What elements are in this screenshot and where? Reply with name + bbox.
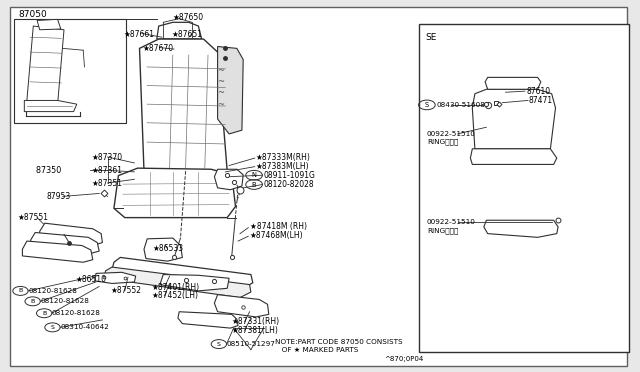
Text: ★87370: ★87370 [92, 153, 123, 161]
Text: RINGリング: RINGリング [427, 227, 458, 234]
Text: ★86533: ★86533 [152, 244, 184, 253]
Text: 87350: 87350 [34, 166, 61, 175]
Polygon shape [470, 149, 557, 164]
Polygon shape [40, 223, 102, 246]
Text: ★87468M(LH): ★87468M(LH) [250, 231, 303, 240]
Polygon shape [144, 238, 182, 261]
Text: ★87383M(LH): ★87383M(LH) [256, 162, 310, 171]
Polygon shape [22, 241, 93, 262]
Text: S: S [425, 102, 429, 108]
Text: 08120-81628: 08120-81628 [40, 298, 89, 304]
Text: ★87381(LH): ★87381(LH) [232, 326, 278, 335]
Text: ★87651: ★87651 [172, 30, 202, 39]
Text: 87050: 87050 [18, 10, 47, 19]
Text: B: B [252, 182, 257, 187]
Polygon shape [161, 39, 198, 50]
Polygon shape [114, 168, 236, 218]
Text: 87610: 87610 [526, 87, 550, 96]
Text: ★86510: ★86510 [76, 275, 106, 284]
Text: ~: ~ [218, 66, 224, 75]
Text: 87953: 87953 [46, 192, 70, 201]
Polygon shape [37, 19, 61, 30]
Text: B: B [31, 299, 35, 304]
Polygon shape [472, 89, 556, 149]
Text: 00922-51510: 00922-51510 [427, 131, 476, 137]
Polygon shape [140, 39, 227, 171]
Polygon shape [160, 275, 229, 291]
Polygon shape [24, 100, 77, 112]
Text: ^870;0P04: ^870;0P04 [384, 356, 423, 362]
Text: NOTE:PART CODE 87050 CONSISTS: NOTE:PART CODE 87050 CONSISTS [275, 339, 403, 345]
Polygon shape [95, 272, 136, 283]
Text: 08120-81628: 08120-81628 [52, 310, 100, 316]
Text: 87471: 87471 [529, 96, 553, 105]
Text: B: B [42, 311, 46, 316]
Text: ★87661: ★87661 [124, 30, 154, 39]
Text: SE: SE [426, 33, 437, 42]
Polygon shape [485, 77, 541, 89]
Text: 08911-1091G: 08911-1091G [264, 171, 316, 180]
Text: S: S [217, 341, 221, 347]
Text: ★87401(RH): ★87401(RH) [152, 283, 200, 292]
Polygon shape [112, 257, 253, 288]
Text: ★87650: ★87650 [173, 13, 204, 22]
Text: ★87552: ★87552 [110, 286, 141, 295]
Polygon shape [178, 312, 238, 328]
Text: 08310-40642: 08310-40642 [60, 324, 109, 330]
Text: ★87331(RH): ★87331(RH) [232, 317, 280, 326]
Polygon shape [31, 232, 99, 254]
Bar [14, 19, 126, 123]
Text: ★87418M (RH): ★87418M (RH) [250, 222, 307, 231]
Polygon shape [27, 26, 64, 104]
Bar [419, 24, 629, 352]
Polygon shape [484, 220, 558, 237]
Text: ~: ~ [218, 100, 224, 109]
Polygon shape [104, 267, 251, 298]
Text: ★87361: ★87361 [92, 166, 122, 175]
Text: ★87333M(RH): ★87333M(RH) [256, 153, 311, 162]
Text: ~: ~ [218, 77, 224, 86]
Text: 08120-82028: 08120-82028 [264, 180, 314, 189]
Polygon shape [214, 295, 269, 317]
Text: B: B [19, 288, 22, 294]
Text: 08430-51608: 08430-51608 [436, 102, 485, 108]
Text: OF ★ MARKED PARTS: OF ★ MARKED PARTS [275, 347, 358, 353]
Polygon shape [157, 22, 202, 39]
Text: N: N [252, 172, 257, 178]
Polygon shape [214, 169, 243, 190]
Text: 08120-81628: 08120-81628 [28, 288, 77, 294]
Text: RINGリング: RINGリング [427, 139, 458, 145]
Text: 08510-51297: 08510-51297 [227, 341, 275, 347]
Polygon shape [218, 46, 243, 134]
Text: ★87551: ★87551 [18, 213, 49, 222]
Text: ★87670: ★87670 [142, 44, 173, 53]
Text: ★87452(LH): ★87452(LH) [152, 291, 198, 300]
Text: S: S [51, 325, 54, 330]
Text: 00922-51510: 00922-51510 [427, 219, 476, 225]
Text: ★87351: ★87351 [92, 179, 122, 187]
Text: ~: ~ [218, 89, 224, 97]
